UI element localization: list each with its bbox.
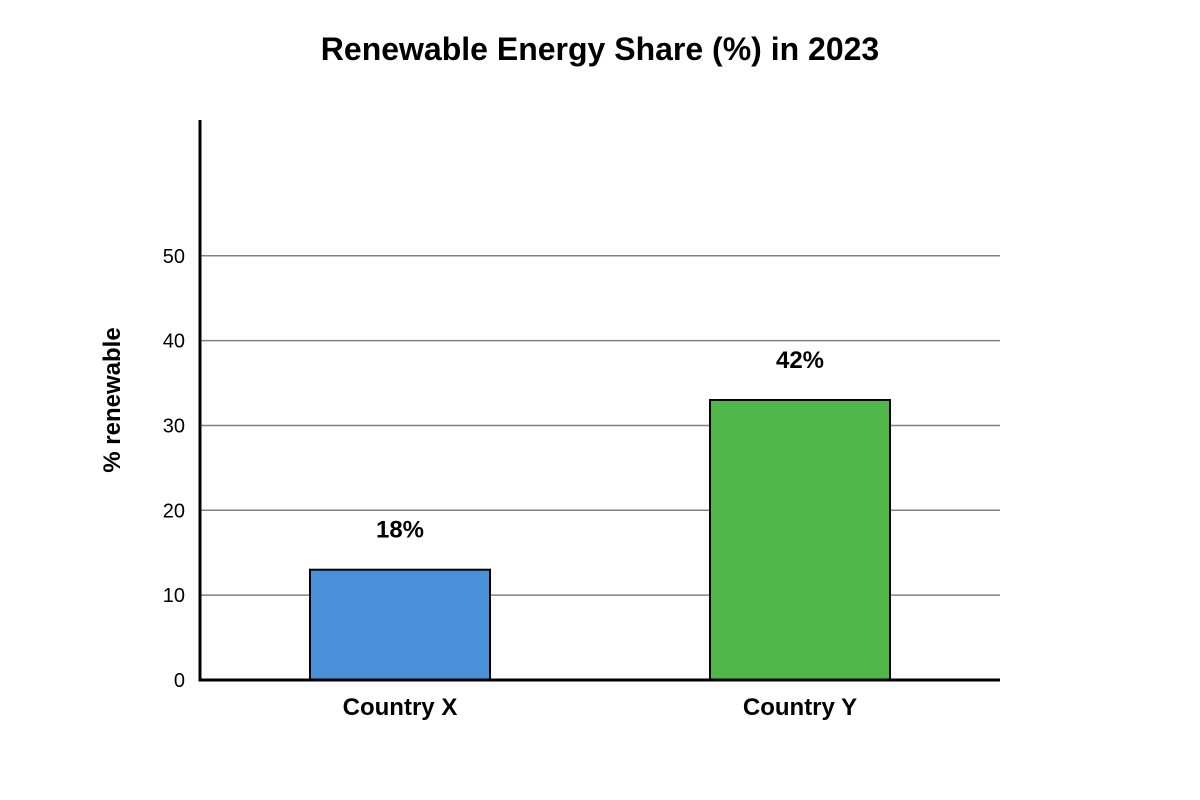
y-tick-label: 50 bbox=[163, 246, 185, 268]
y-tick-label: 0 bbox=[174, 670, 185, 692]
data-label: 18% bbox=[376, 517, 424, 544]
chart-title: Renewable Energy Share (%) in 2023 bbox=[321, 31, 879, 67]
x-tick-label: Country Y bbox=[743, 694, 857, 721]
y-tick-label: 30 bbox=[163, 415, 185, 437]
data-label: 42% bbox=[776, 347, 824, 374]
category-labels: Country X Country Y bbox=[343, 694, 857, 721]
y-tick-label: 10 bbox=[163, 585, 185, 607]
axes bbox=[198, 120, 1000, 682]
bar-country-x bbox=[309, 568, 491, 681]
bar-country-y bbox=[709, 399, 891, 681]
x-tick-label: Country X bbox=[343, 694, 458, 721]
y-tick-label: 20 bbox=[163, 500, 185, 522]
data-labels: 18% 42% bbox=[376, 347, 824, 544]
bars bbox=[309, 399, 891, 681]
y-tick-label: 40 bbox=[163, 331, 185, 353]
y-axis-label: % renewable bbox=[99, 327, 126, 472]
y-tick-labels: 0 10 20 30 40 50 bbox=[163, 246, 185, 692]
